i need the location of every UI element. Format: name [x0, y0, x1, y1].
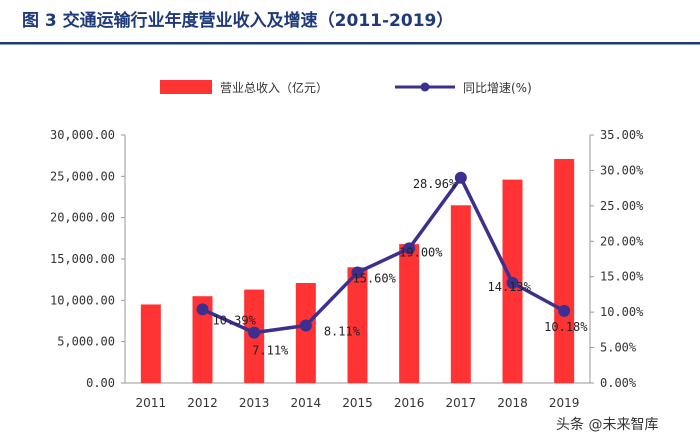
chart-title: 图 3 交通运输行业年度营业收入及增速（2011-2019）: [22, 10, 453, 31]
bar-2014: [295, 282, 316, 383]
data-label-2014: 8.11%: [324, 325, 361, 339]
data-label-2019: 10.18%: [544, 320, 588, 334]
x-tick-label: 2017: [446, 396, 477, 410]
title-rule: [0, 42, 700, 45]
data-label-2018: 14.13%: [488, 280, 532, 294]
x-tick-label: 2012: [187, 396, 218, 410]
growth-point: [506, 276, 519, 289]
watermark-text: 头条 @未来智库: [556, 416, 658, 433]
bar-2017: [450, 205, 471, 383]
x-tick-label: 2011: [136, 396, 167, 410]
y-left-tick-label: 20,000.00: [50, 211, 115, 225]
x-tick-label: 2013: [239, 396, 270, 410]
bars: [140, 158, 575, 383]
y-right-tick-label: 5.00%: [600, 341, 637, 355]
y-right-tick-label: 35.00%: [600, 128, 644, 142]
x-tick-label: 2014: [291, 396, 322, 410]
y-right-tick-label: 10.00%: [600, 305, 644, 319]
legend-line-marker: [420, 82, 430, 92]
bar-2016: [399, 244, 420, 383]
data-label-2016: 19.00%: [399, 245, 443, 259]
growth-point: [196, 303, 209, 316]
data-label-2013: 7.11%: [252, 344, 289, 358]
y-right-tick-label: 20.00%: [600, 234, 644, 248]
data-label-2015: 15.60%: [353, 271, 397, 285]
growth-line: [196, 171, 571, 339]
axes: 0.00 5,000.00 10,000.00 15,000.00 20,000.00 2…: [50, 128, 644, 410]
x-tick-label: 2015: [342, 396, 373, 410]
y-left-tick-label: 5,000.00: [57, 335, 115, 349]
growth-point: [403, 242, 416, 255]
growth-point: [558, 304, 571, 317]
bar-2011: [140, 304, 161, 383]
y-right-tick-label: 30.00%: [600, 163, 644, 177]
y-left-tick-label: 15,000.00: [50, 252, 115, 266]
growth-point: [454, 171, 467, 184]
growth-line-path: [201, 176, 566, 335]
x-tick-label: 2016: [394, 396, 425, 410]
legend: 营业总收入（亿元） 同比增速(%): [160, 80, 532, 95]
growth-point: [299, 319, 312, 332]
y-right-tick-label: 25.00%: [600, 199, 644, 213]
x-tick-label: 2019: [549, 396, 580, 410]
y-left-tick-label: 10,000.00: [50, 293, 115, 307]
bar-2012: [192, 296, 213, 383]
legend-bar-label: 营业总收入（亿元）: [220, 80, 328, 95]
y-right-tick-label: 0.00%: [600, 376, 637, 390]
y-left-tick-label: 25,000.00: [50, 169, 115, 183]
watermark: 头条 @未来智库: [548, 410, 700, 438]
bar-2015: [347, 267, 368, 383]
y-left-tick-label: 30,000.00: [50, 128, 115, 142]
growth-point: [248, 326, 261, 339]
bar-2019: [554, 158, 575, 383]
data-label-2017: 28.96%: [413, 177, 457, 191]
y-right-tick-label: 15.00%: [600, 270, 644, 284]
legend-line-label: 同比增速(%): [463, 81, 532, 95]
legend-bar-swatch: [160, 80, 212, 94]
data-label-2012: 10.39%: [213, 313, 257, 327]
growth-point: [351, 266, 364, 279]
x-tick-label: 2018: [497, 396, 528, 410]
data-labels: 10.39% 7.11% 8.11% 15.60%19.00% 28.96% 14.13%…: [213, 177, 589, 358]
y-left-tick-label: 0.00: [86, 376, 115, 390]
